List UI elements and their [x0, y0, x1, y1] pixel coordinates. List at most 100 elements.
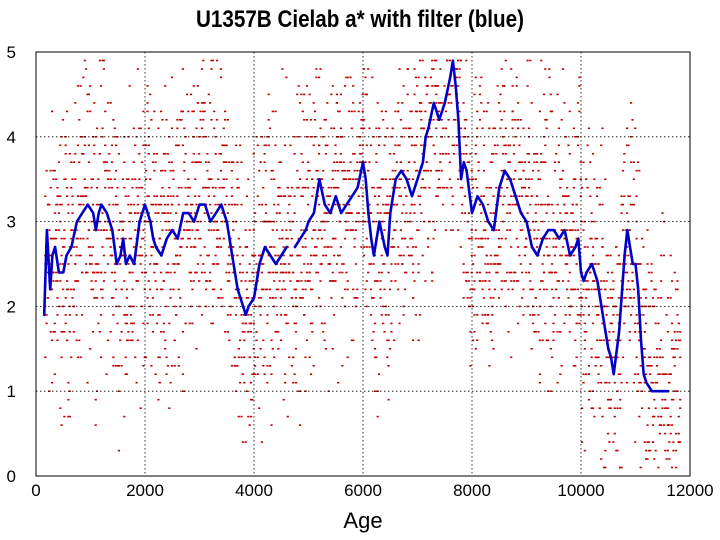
data-point: [316, 178, 319, 180]
data-point: [413, 68, 416, 70]
data-point: [134, 356, 137, 359]
data-point: [590, 356, 593, 359]
data-point: [271, 271, 274, 274]
data-point: [66, 280, 69, 282]
data-point: [587, 288, 590, 291]
data-point: [527, 186, 531, 189]
data-point: [572, 186, 575, 189]
data-point: [439, 186, 442, 189]
data-point: [493, 263, 496, 265]
data-point: [335, 186, 338, 189]
data-point: [164, 348, 167, 350]
data-point: [294, 288, 298, 291]
data-point: [572, 365, 575, 367]
data-point: [198, 136, 201, 138]
data-point: [67, 203, 70, 206]
data-point: [462, 271, 465, 274]
data-point: [390, 322, 393, 325]
data-point: [506, 212, 509, 214]
data-point: [511, 288, 514, 291]
data-point: [234, 365, 238, 367]
data-point: [489, 331, 492, 333]
data-point: [181, 237, 184, 240]
data-point: [477, 237, 480, 240]
data-point: [365, 237, 368, 240]
data-point: [183, 169, 186, 172]
data-point: [147, 144, 150, 147]
data-point: [170, 127, 174, 130]
data-point: [256, 356, 259, 359]
data-point: [380, 254, 383, 257]
data-point: [417, 76, 420, 79]
data-point: [155, 288, 159, 291]
data-point: [412, 297, 415, 299]
data-point: [408, 127, 411, 130]
data-point: [457, 59, 460, 62]
data-point: [511, 203, 514, 206]
data-point: [150, 246, 153, 248]
data-point: [398, 322, 401, 325]
data-point: [378, 186, 381, 189]
data-point: [540, 203, 543, 206]
data-point: [71, 195, 74, 197]
data-point: [203, 212, 206, 214]
data-point: [352, 339, 355, 342]
data-point: [409, 237, 412, 240]
data-point: [267, 271, 270, 274]
data-point: [95, 203, 99, 206]
data-point: [322, 220, 325, 223]
data-point: [403, 237, 407, 240]
data-point: [658, 373, 661, 375]
data-point: [90, 263, 93, 265]
data-point: [243, 331, 246, 333]
data-point: [72, 288, 75, 291]
data-point: [333, 314, 336, 316]
data-point: [515, 237, 518, 240]
data-point: [46, 297, 50, 299]
data-point: [589, 195, 592, 197]
data-point: [487, 314, 490, 316]
data-point: [196, 263, 199, 265]
data-point: [576, 136, 580, 138]
data-point: [373, 195, 377, 197]
data-point: [45, 314, 48, 316]
data-point: [128, 85, 131, 87]
data-point: [142, 144, 145, 147]
data-point: [551, 356, 554, 359]
data-point: [417, 263, 420, 265]
data-point: [386, 339, 389, 342]
data-point: [199, 254, 202, 257]
data-point: [284, 373, 287, 375]
data-point: [309, 254, 313, 257]
data-point: [269, 365, 272, 367]
data-point: [669, 297, 672, 299]
data-point: [632, 178, 635, 180]
data-point: [444, 127, 447, 130]
data-point: [397, 288, 400, 291]
data-point: [134, 212, 137, 214]
data-point: [323, 212, 326, 214]
data-point: [218, 186, 221, 189]
data-point: [66, 288, 69, 291]
data-point: [519, 263, 522, 265]
data-point: [646, 365, 649, 367]
data-point: [251, 297, 254, 299]
data-point: [249, 331, 253, 333]
data-point: [274, 331, 277, 333]
data-point: [91, 178, 95, 180]
data-point: [657, 415, 660, 418]
data-point: [105, 237, 108, 240]
data-point: [247, 297, 250, 299]
data-point: [478, 271, 481, 274]
data-point: [85, 195, 88, 197]
data-point: [342, 178, 345, 180]
data-point: [416, 229, 419, 231]
data-point: [164, 85, 167, 87]
data-point: [256, 144, 259, 147]
data-point: [252, 373, 255, 375]
data-point: [523, 254, 526, 257]
data-point: [465, 144, 468, 147]
data-point: [361, 110, 364, 113]
data-point: [567, 254, 570, 257]
data-point: [165, 220, 168, 223]
